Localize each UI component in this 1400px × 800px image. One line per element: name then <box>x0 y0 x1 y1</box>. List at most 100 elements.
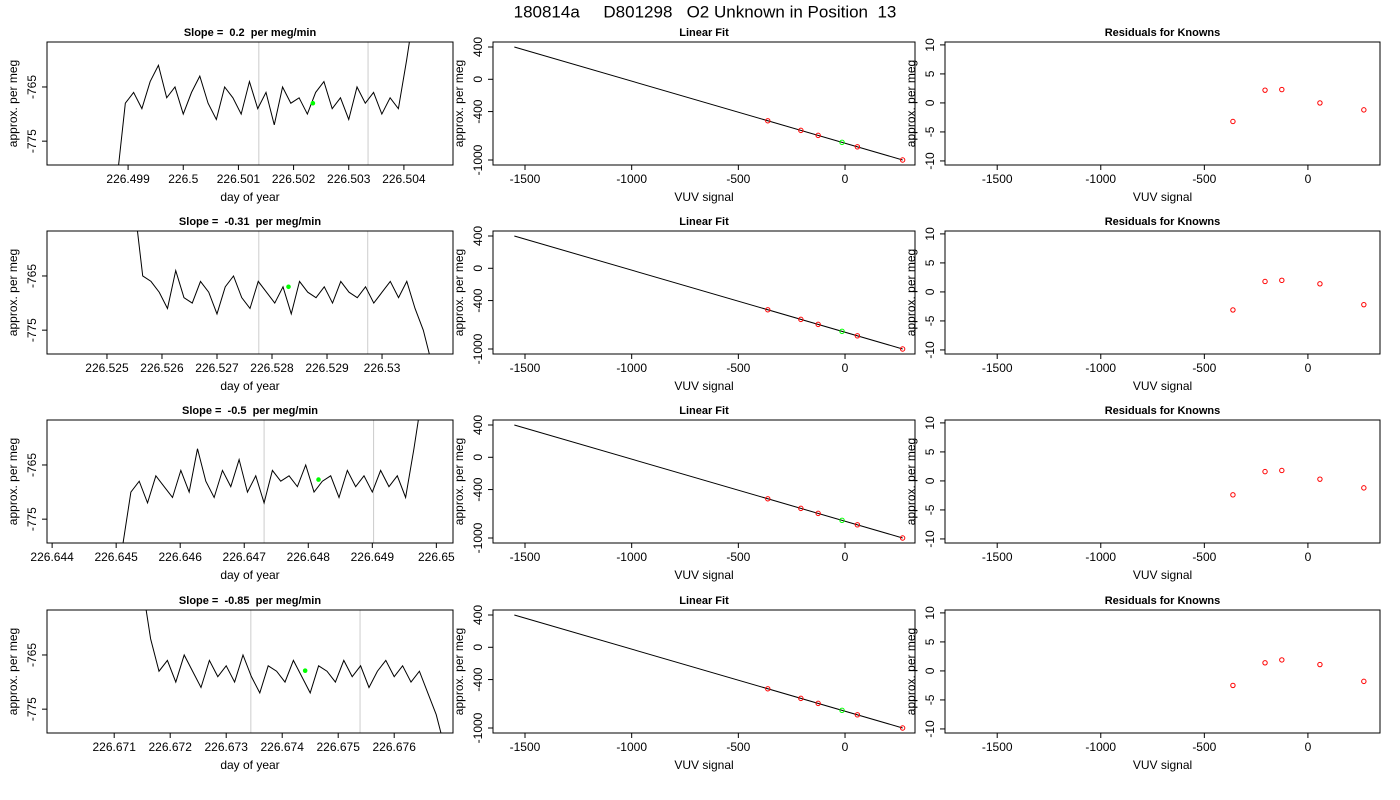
x-tick-label: 226.672 <box>149 740 193 754</box>
plot-area <box>118 42 410 165</box>
x-tick-label: 226.501 <box>217 172 261 186</box>
point <box>1279 657 1285 663</box>
plot-area <box>1230 86 1367 125</box>
x-tick-label: -1000 <box>616 361 647 375</box>
x-tick-label: -1500 <box>982 740 1013 754</box>
point <box>899 725 906 731</box>
y-axis-label: approx. per meg <box>6 249 20 336</box>
point <box>1317 100 1323 106</box>
panel-title: Slope = -0.85 per meg/min <box>179 595 321 607</box>
x-tick-label: -1000 <box>616 740 647 754</box>
point <box>1279 277 1285 284</box>
y-axis-label: approx. per meg <box>6 60 20 147</box>
point <box>1262 278 1268 285</box>
y-axis-label: approx. per meg <box>904 249 918 336</box>
x-tick-label: -1000 <box>616 172 647 186</box>
x-tick-label: 226.648 <box>287 550 331 564</box>
y-tick-label: -10 <box>923 152 937 170</box>
x-tick-label: 226.527 <box>195 361 239 375</box>
x-tick-label: 226.65 <box>418 550 455 564</box>
x-tick-label: -500 <box>1192 550 1216 564</box>
plot-area <box>1230 657 1367 689</box>
point <box>899 346 906 352</box>
y-tick-label: 10 <box>923 227 937 241</box>
fit-line <box>514 235 903 350</box>
x-tick-label: 226.5 <box>168 172 198 186</box>
plot-frame <box>492 230 916 355</box>
plot-frame <box>46 230 454 355</box>
y-tick-label: 0 <box>471 76 485 83</box>
point <box>839 139 845 146</box>
y-tick-label: -775 <box>25 697 39 721</box>
y-tick-label: -400 <box>471 667 485 691</box>
y-tick-label: -1000 <box>471 712 485 743</box>
panel-title: Residuals for Knowns <box>1105 405 1221 417</box>
plot-area <box>1230 467 1367 498</box>
panel-title: Linear Fit <box>679 216 729 228</box>
plot-frame <box>492 609 916 734</box>
y-tick-label: -775 <box>25 318 39 342</box>
plot-frame <box>46 41 454 166</box>
y-axis-label: approx. per meg <box>904 628 918 715</box>
panel-title: Residuals for Knowns <box>1105 216 1221 228</box>
x-tick-label: -500 <box>1192 172 1216 186</box>
y-tick-label: -5 <box>923 126 937 137</box>
point <box>839 328 845 335</box>
point <box>839 517 845 524</box>
plot-area <box>514 46 906 163</box>
point <box>1262 660 1268 666</box>
x-axis-label: day of year <box>220 190 279 204</box>
x-axis-label: VUV signal <box>674 568 733 582</box>
y-axis-label: approx. per meg <box>452 249 466 336</box>
y-tick-label: -10 <box>923 530 937 548</box>
point <box>1262 468 1268 475</box>
y-tick-label: 0 <box>923 667 937 674</box>
x-tick-label: 226.53 <box>364 361 401 375</box>
point <box>1361 301 1367 308</box>
x-tick-label: 226.525 <box>85 361 129 375</box>
plot-area <box>145 610 442 733</box>
x-tick-label: -1000 <box>1085 740 1116 754</box>
panel-title: Residuals for Knowns <box>1105 27 1221 39</box>
y-tick-label: -765 <box>25 75 39 99</box>
panel-title: Slope = -0.31 per meg/min <box>179 216 321 228</box>
y-tick-label: -1000 <box>471 144 485 175</box>
x-tick-label: 226.673 <box>205 740 249 754</box>
fit-line <box>514 46 903 161</box>
y-tick-label: -1000 <box>471 522 485 553</box>
plot-area <box>514 424 906 541</box>
y-tick-label: -10 <box>923 341 937 359</box>
y-tick-label: -400 <box>471 477 485 501</box>
x-tick-label: -1500 <box>982 361 1013 375</box>
point <box>1317 476 1323 482</box>
y-tick-label: -765 <box>25 453 39 477</box>
x-tick-label: 226.529 <box>305 361 349 375</box>
x-axis-label: VUV signal <box>674 190 733 204</box>
x-tick-label: -1000 <box>1085 172 1116 186</box>
x-axis-label: VUV signal <box>1133 758 1192 772</box>
x-tick-label: -500 <box>726 361 750 375</box>
x-tick-label: 0 <box>1305 361 1312 375</box>
plot-frame <box>944 41 1381 166</box>
point <box>854 333 861 339</box>
x-tick-label: -500 <box>1192 740 1216 754</box>
x-tick-label: -1000 <box>1085 361 1116 375</box>
y-axis-label: approx. per meg <box>452 438 466 525</box>
x-tick-label: 226.645 <box>94 550 138 564</box>
point <box>854 712 861 718</box>
y-axis-label: approx. per meg <box>452 60 466 147</box>
point <box>1361 485 1367 491</box>
x-tick-label: 226.647 <box>223 550 267 564</box>
point <box>815 700 821 707</box>
x-tick-label: -1500 <box>982 550 1013 564</box>
x-tick-label: 226.504 <box>382 172 426 186</box>
y-tick-label: -5 <box>923 315 937 326</box>
point <box>815 132 821 139</box>
y-tick-label: -775 <box>25 129 39 153</box>
y-tick-label: 10 <box>923 38 937 52</box>
x-tick-label: 0 <box>1305 550 1312 564</box>
x-tick-label: 226.674 <box>261 740 305 754</box>
y-tick-label: 5 <box>923 448 937 455</box>
point <box>854 522 861 528</box>
